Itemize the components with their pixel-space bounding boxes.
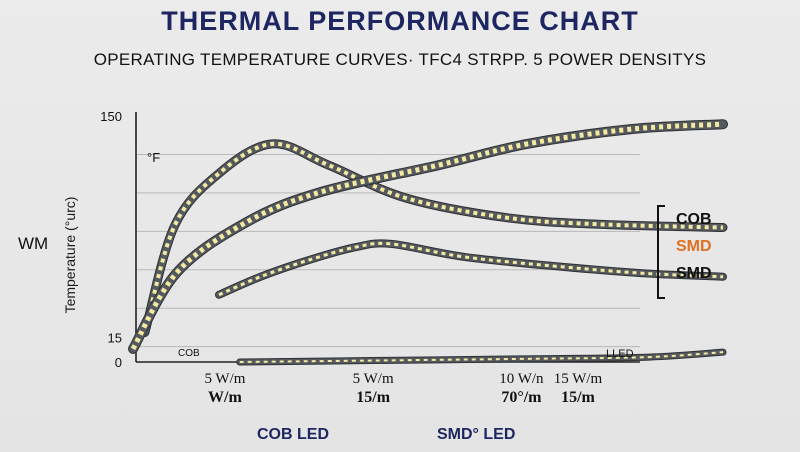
legend-item-smd: SMD — [676, 265, 712, 282]
y-tick-label: 15 — [108, 330, 122, 345]
x-tick-label: 15 W/m — [554, 371, 603, 387]
inline-label-cob: COB — [178, 348, 200, 359]
bottom-legend-smd: SMD° LED — [437, 426, 516, 443]
y-tick-labels: 0 15 150 — [100, 109, 122, 370]
x-tick-sublabel: 15/m — [561, 389, 595, 406]
strip-leds — [142, 141, 724, 334]
strip-body — [141, 140, 727, 336]
y-axis-alt-label: WM — [18, 234, 49, 253]
bottom-legend-cob: COB LED — [257, 426, 329, 443]
x-tick-sublabel: 70°/m — [501, 389, 542, 406]
x-tick-label: 5 W/m — [204, 371, 245, 387]
x-tick-label: 10 W/n — [499, 371, 544, 387]
legend-item-smd-orange: SMD — [676, 238, 712, 255]
inline-label-lled: LLED — [606, 348, 634, 360]
y-tick-label: 0 — [115, 355, 122, 370]
led-strip-curves — [128, 119, 729, 366]
strip-leds — [218, 241, 724, 297]
chart-title: THERMAL PERFORMANCE CHART — [161, 6, 639, 36]
led-strip-series-2 — [215, 239, 728, 299]
strip-body — [216, 240, 727, 298]
x-tick-sublabel: 15/m — [356, 389, 390, 406]
led-strip-series-3 — [128, 119, 729, 354]
strip-leds — [239, 351, 724, 363]
legend-item-cob: COB — [676, 211, 712, 228]
strip-outline — [215, 239, 728, 299]
led-strip-series-1 — [140, 139, 728, 337]
x-tick-label: 5 W/m — [353, 371, 394, 387]
y-tick-label: 150 — [100, 109, 122, 124]
strip-leds — [130, 121, 724, 351]
chart-subtitle: OPERATING TEMPERATURE CURVES· TFC4 STRPP… — [93, 50, 707, 69]
x-tick-labels: 5 W/m W/m 5 W/m 15/m 10 W/n 70°/m 15 W/m 15/m — [204, 371, 602, 406]
unit-mark: °F — [147, 150, 160, 165]
legend-bracket — [657, 205, 665, 299]
led-strip-series-4 — [236, 348, 727, 366]
strip-outline — [140, 139, 728, 337]
x-tick-sublabel: W/m — [208, 389, 242, 406]
